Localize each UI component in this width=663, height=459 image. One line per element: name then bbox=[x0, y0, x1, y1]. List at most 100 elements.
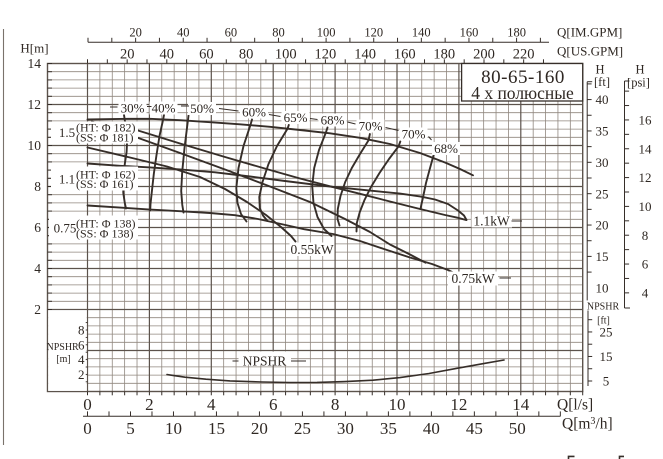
svg-text:15: 15 bbox=[596, 249, 609, 264]
svg-text:8: 8 bbox=[642, 228, 649, 243]
svg-text:60%: 60% bbox=[242, 105, 266, 120]
svg-text:[psi]: [psi] bbox=[627, 76, 650, 90]
svg-text:200: 200 bbox=[473, 47, 495, 63]
svg-text:10: 10 bbox=[596, 280, 609, 295]
svg-text:12: 12 bbox=[639, 170, 652, 185]
svg-text:4: 4 bbox=[642, 286, 649, 301]
svg-text:5: 5 bbox=[126, 419, 135, 438]
svg-text:0.75: 0.75 bbox=[54, 221, 77, 236]
svg-text:180: 180 bbox=[433, 47, 455, 63]
svg-text:1.5: 1.5 bbox=[59, 125, 75, 140]
svg-text:2: 2 bbox=[78, 367, 85, 382]
svg-text:8: 8 bbox=[78, 323, 85, 338]
svg-text:(SS: Φ 161): (SS: Φ 161) bbox=[76, 177, 133, 191]
svg-text:14: 14 bbox=[512, 395, 530, 414]
svg-text:15: 15 bbox=[208, 419, 225, 438]
svg-text:80-65-160: 80-65-160 bbox=[481, 67, 565, 88]
svg-text:30%: 30% bbox=[121, 101, 145, 116]
svg-text:6: 6 bbox=[34, 220, 41, 235]
svg-text:45: 45 bbox=[466, 419, 483, 438]
svg-text:20: 20 bbox=[251, 419, 268, 438]
svg-text:35: 35 bbox=[596, 124, 609, 139]
svg-text:0.55kW: 0.55kW bbox=[290, 242, 333, 257]
svg-text:Q[IM.GPM]: Q[IM.GPM] bbox=[557, 25, 622, 40]
svg-text:35: 35 bbox=[380, 419, 397, 438]
svg-text:30: 30 bbox=[337, 419, 354, 438]
svg-text:6: 6 bbox=[642, 257, 649, 272]
svg-text:2: 2 bbox=[34, 302, 41, 317]
svg-text:20: 20 bbox=[129, 26, 142, 40]
svg-text:14: 14 bbox=[28, 56, 42, 71]
svg-text:12: 12 bbox=[450, 395, 467, 414]
svg-text:160: 160 bbox=[460, 26, 479, 40]
svg-text:25: 25 bbox=[294, 419, 311, 438]
svg-text:40%: 40% bbox=[152, 101, 176, 116]
svg-text:180: 180 bbox=[507, 26, 526, 40]
svg-text:100: 100 bbox=[317, 26, 336, 40]
svg-text:140: 140 bbox=[412, 26, 431, 40]
svg-text:(SS: Φ 138): (SS: Φ 138) bbox=[76, 227, 133, 241]
svg-text:Q[m3/h]: Q[m3/h] bbox=[562, 415, 613, 432]
svg-text:H[m]: H[m] bbox=[20, 41, 48, 56]
svg-text:4: 4 bbox=[78, 352, 85, 367]
svg-text:140: 140 bbox=[354, 47, 376, 63]
svg-text:40: 40 bbox=[177, 26, 190, 40]
svg-text:68%: 68% bbox=[434, 141, 458, 156]
svg-text:[ft]: [ft] bbox=[597, 316, 610, 327]
svg-text:6: 6 bbox=[269, 395, 278, 414]
svg-text:[m]: [m] bbox=[56, 354, 70, 365]
svg-text:40: 40 bbox=[423, 419, 440, 438]
svg-text:5: 5 bbox=[603, 374, 610, 389]
svg-text:12: 12 bbox=[28, 97, 42, 112]
svg-text:2: 2 bbox=[145, 395, 154, 414]
svg-text:8: 8 bbox=[331, 395, 340, 414]
svg-text:80: 80 bbox=[272, 26, 285, 40]
svg-text:[ft]: [ft] bbox=[594, 75, 610, 89]
svg-text:120: 120 bbox=[364, 26, 383, 40]
svg-text:0: 0 bbox=[83, 419, 92, 438]
svg-text:14: 14 bbox=[639, 141, 653, 156]
svg-text:1.1: 1.1 bbox=[59, 172, 75, 187]
svg-text:4: 4 bbox=[207, 395, 216, 414]
svg-text:16: 16 bbox=[639, 113, 653, 128]
svg-text:4: 4 bbox=[34, 261, 41, 276]
svg-text:NPSHR: NPSHR bbox=[46, 342, 79, 353]
svg-text:50%: 50% bbox=[190, 101, 214, 116]
svg-text:H: H bbox=[595, 63, 604, 77]
svg-text:8: 8 bbox=[34, 179, 41, 194]
svg-text:(HT: Φ 182): (HT: Φ 182) bbox=[76, 121, 136, 135]
svg-text:65%: 65% bbox=[284, 110, 308, 125]
svg-text:68%: 68% bbox=[321, 113, 345, 128]
svg-text:(HT: Φ 162): (HT: Φ 162) bbox=[76, 167, 136, 181]
svg-text:H: H bbox=[635, 63, 644, 77]
svg-text:10: 10 bbox=[165, 419, 182, 438]
svg-text:60: 60 bbox=[225, 26, 238, 40]
svg-text:160: 160 bbox=[394, 47, 416, 63]
svg-text:20: 20 bbox=[120, 47, 135, 63]
svg-text:10: 10 bbox=[389, 395, 406, 414]
svg-text:80: 80 bbox=[239, 47, 254, 63]
svg-text:Q[l/s]: Q[l/s] bbox=[557, 396, 593, 413]
svg-text:15: 15 bbox=[600, 349, 613, 364]
svg-text:1.1kW: 1.1kW bbox=[473, 214, 510, 229]
svg-text:25: 25 bbox=[596, 186, 609, 201]
svg-text:(SS: Φ 181): (SS: Φ 181) bbox=[76, 131, 133, 145]
svg-text:120: 120 bbox=[315, 47, 337, 63]
svg-text:40: 40 bbox=[596, 92, 609, 107]
svg-text:100: 100 bbox=[275, 47, 297, 63]
svg-text:6: 6 bbox=[78, 337, 85, 352]
svg-text:30: 30 bbox=[596, 155, 609, 170]
svg-text:4 х полюсные: 4 х полюсные bbox=[471, 83, 574, 103]
svg-text:10: 10 bbox=[639, 199, 652, 214]
svg-text:20: 20 bbox=[596, 218, 609, 233]
svg-text:70%: 70% bbox=[359, 119, 383, 134]
svg-text:Q[US.GPM]: Q[US.GPM] bbox=[557, 44, 623, 59]
svg-text:NPSHR: NPSHR bbox=[243, 354, 287, 369]
svg-text:0.75kW: 0.75kW bbox=[451, 271, 494, 286]
svg-text:220: 220 bbox=[513, 47, 535, 63]
svg-text:0: 0 bbox=[83, 395, 92, 414]
svg-text:10: 10 bbox=[28, 138, 42, 153]
svg-text:60: 60 bbox=[199, 47, 214, 63]
svg-text:70%: 70% bbox=[402, 127, 426, 142]
svg-text:40: 40 bbox=[160, 47, 175, 63]
